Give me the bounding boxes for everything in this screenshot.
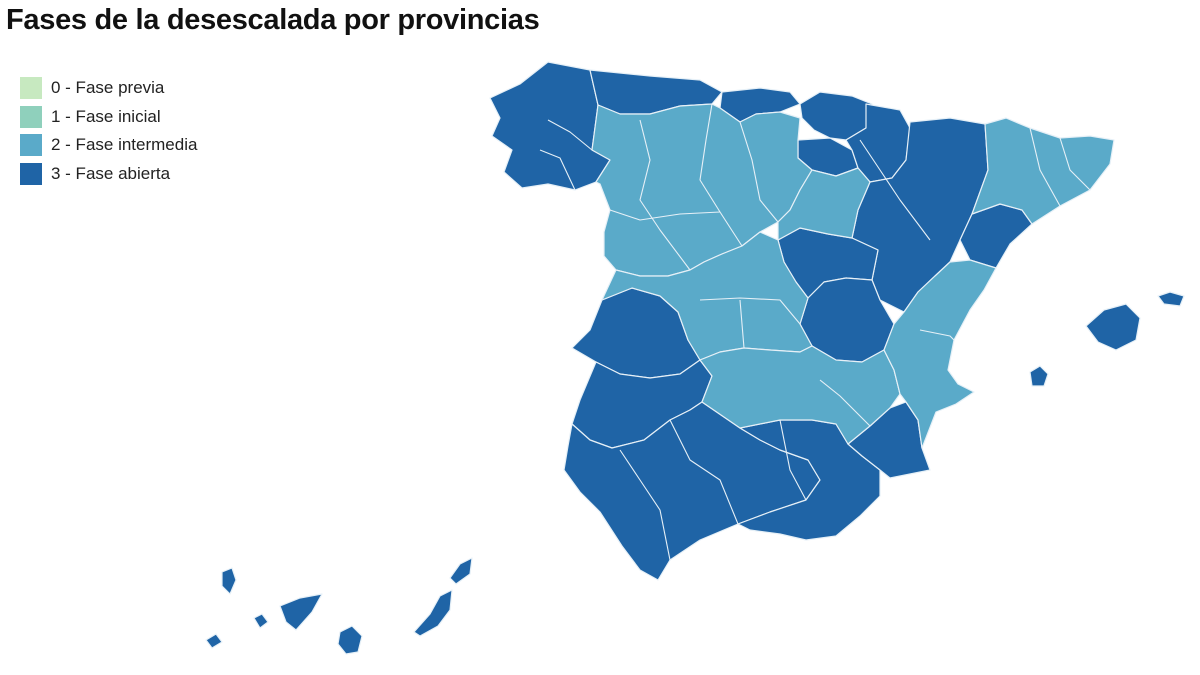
legend-swatch-phase-1 — [20, 105, 42, 128]
legend-item-phase-3: 3 - Fase abierta — [20, 160, 197, 189]
region-la-palma — [221, 567, 237, 595]
border-line-3 — [639, 119, 691, 271]
legend-label-phase-0: 0 - Fase previa — [51, 78, 165, 98]
region-tenerife — [279, 593, 323, 631]
border-line-11 — [669, 419, 739, 525]
border-line-4 — [699, 103, 743, 247]
region-la-gomera — [253, 613, 269, 629]
border-line-14 — [1029, 127, 1061, 207]
border-line-1 — [547, 119, 593, 151]
legend-item-phase-0: 0 - Fase previa — [20, 74, 197, 103]
region-ibiza — [1029, 365, 1049, 387]
border-line-8 — [739, 299, 745, 349]
region-menorca — [1157, 291, 1185, 307]
region-galicia — [489, 61, 611, 191]
border-line-9 — [819, 379, 871, 427]
phase-3-regions — [205, 61, 1185, 655]
region-gran-canaria — [337, 625, 363, 655]
border-line-10 — [619, 449, 671, 561]
border-line-16 — [919, 329, 955, 341]
border-line-12 — [779, 419, 807, 501]
legend-label-phase-3: 3 - Fase abierta — [51, 163, 171, 183]
province-borders — [539, 103, 1091, 561]
border-line-6 — [609, 209, 721, 221]
border-line-2 — [539, 149, 576, 191]
border-line-7 — [699, 297, 801, 325]
region-mallorca — [1085, 303, 1141, 351]
region-valencian-community — [883, 259, 997, 449]
legend-label-phase-2: 2 - Fase intermedia — [51, 135, 198, 155]
legend-swatch-phase-2 — [20, 134, 42, 157]
region-el-hierro — [205, 633, 223, 649]
legend-item-phase-2: 2 - Fase intermedia — [20, 131, 197, 160]
legend-label-phase-1: 1 - Fase inicial — [51, 106, 161, 126]
border-line-13 — [859, 139, 931, 241]
legend: 0 - Fase previa 1 - Fase inicial 2 - Fas… — [20, 74, 197, 188]
legend-swatch-phase-3 — [20, 162, 42, 185]
border-line-5 — [739, 121, 779, 223]
border-line-15 — [1059, 137, 1091, 191]
legend-swatch-phase-0 — [20, 77, 42, 100]
map-title: Fases de la desescalada por provincias — [6, 4, 540, 36]
region-fuerteventura — [413, 589, 453, 637]
legend-item-phase-1: 1 - Fase inicial — [20, 103, 197, 132]
region-lanzarote — [449, 557, 473, 585]
